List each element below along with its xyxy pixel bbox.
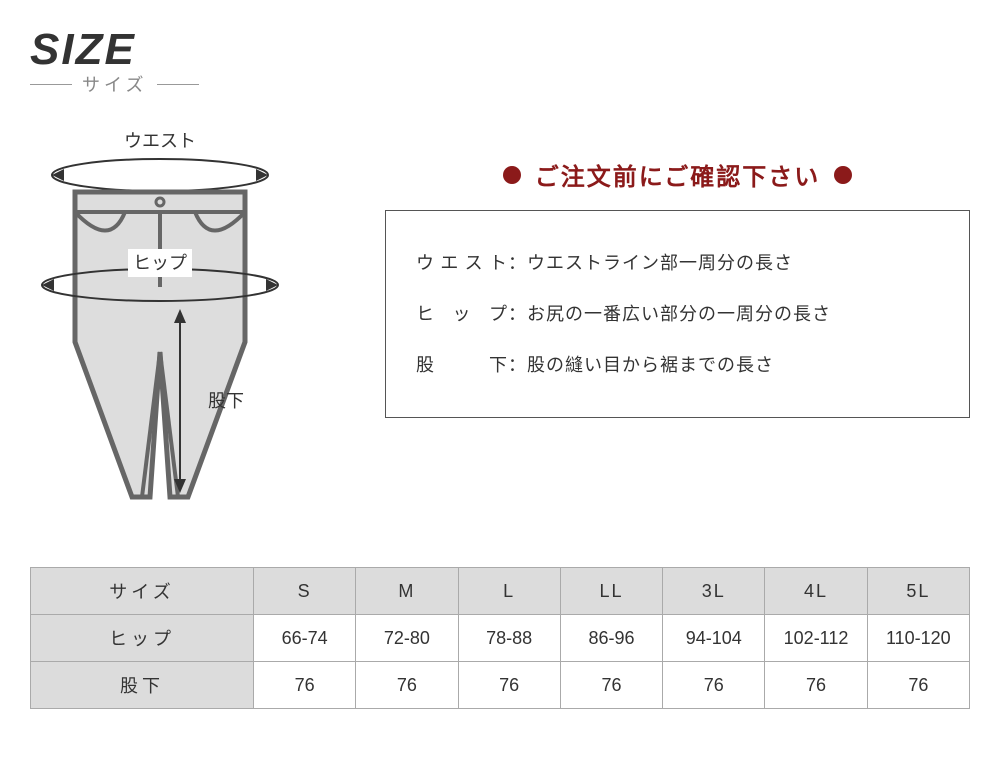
page-subtitle: サイズ — [82, 71, 147, 97]
col-header-size: S — [253, 568, 355, 615]
size-table: サイズSMLLL3L4L5Lヒップ66-7472-8078-8886-9694-… — [30, 567, 970, 709]
notice-term: ウエスト — [416, 249, 508, 278]
table-cell: 94-104 — [663, 615, 765, 662]
header: SIZE サイズ — [30, 25, 970, 97]
table-cell: 102-112 — [765, 615, 867, 662]
table-cell: 76 — [253, 662, 355, 709]
notice-term: ヒップ — [416, 300, 508, 329]
table-cell: 76 — [867, 662, 969, 709]
notice-title-row: ご注文前にご確認下さい — [385, 157, 970, 192]
pants-diagram: ウエスト — [30, 127, 290, 512]
notice-line: ヒップ：お尻の一番広い部分の一周分の長さ — [416, 300, 939, 329]
row-label: 股下 — [31, 662, 254, 709]
table-cell: 76 — [458, 662, 560, 709]
notice-title: ご注文前にご確認下さい — [535, 157, 821, 192]
subtitle-line-right — [157, 84, 199, 85]
notice-desc: ：ウエストライン部一周分の長さ — [508, 253, 793, 273]
col-header-label: サイズ — [31, 568, 254, 615]
table-cell: 86-96 — [560, 615, 662, 662]
col-header-size: 3L — [663, 568, 765, 615]
notice-desc: ：お尻の一番広い部分の一周分の長さ — [508, 304, 831, 324]
page-title: SIZE — [30, 25, 970, 75]
table-cell: 78-88 — [458, 615, 560, 662]
hip-label-text: ヒップ — [133, 253, 187, 273]
col-header-size: M — [356, 568, 458, 615]
notice-line: ウエスト：ウエストライン部一周分の長さ — [416, 249, 939, 278]
notice-box: ウエスト：ウエストライン部一周分の長さヒップ：お尻の一番広い部分の一周分の長さ股… — [385, 210, 970, 418]
inseam-label-text: 股下 — [208, 391, 244, 411]
bullet-icon — [503, 166, 521, 184]
notice-area: ご注文前にご確認下さい ウエスト：ウエストライン部一周分の長さヒップ：お尻の一番… — [385, 157, 970, 418]
table-cell: 76 — [356, 662, 458, 709]
col-header-size: L — [458, 568, 560, 615]
col-header-size: 4L — [765, 568, 867, 615]
table-cell: 76 — [663, 662, 765, 709]
notice-desc: ：股の縫い目から裾までの長さ — [508, 355, 774, 375]
row-label: ヒップ — [31, 615, 254, 662]
col-header-size: LL — [560, 568, 662, 615]
pants-svg: ヒップ 股下 — [30, 157, 290, 507]
table-cell: 76 — [765, 662, 867, 709]
table-cell: 72-80 — [356, 615, 458, 662]
notice-line: 股 下：股の縫い目から裾までの長さ — [416, 351, 939, 380]
subtitle-line-left — [30, 84, 72, 85]
mid-row: ウエスト — [30, 127, 970, 512]
waist-label: ウエスト — [30, 127, 290, 153]
bullet-icon — [834, 166, 852, 184]
table-cell: 76 — [560, 662, 662, 709]
table-cell: 66-74 — [253, 615, 355, 662]
table-cell: 110-120 — [867, 615, 969, 662]
subtitle-row: サイズ — [30, 71, 970, 97]
col-header-size: 5L — [867, 568, 969, 615]
notice-term: 股 下 — [416, 351, 508, 380]
